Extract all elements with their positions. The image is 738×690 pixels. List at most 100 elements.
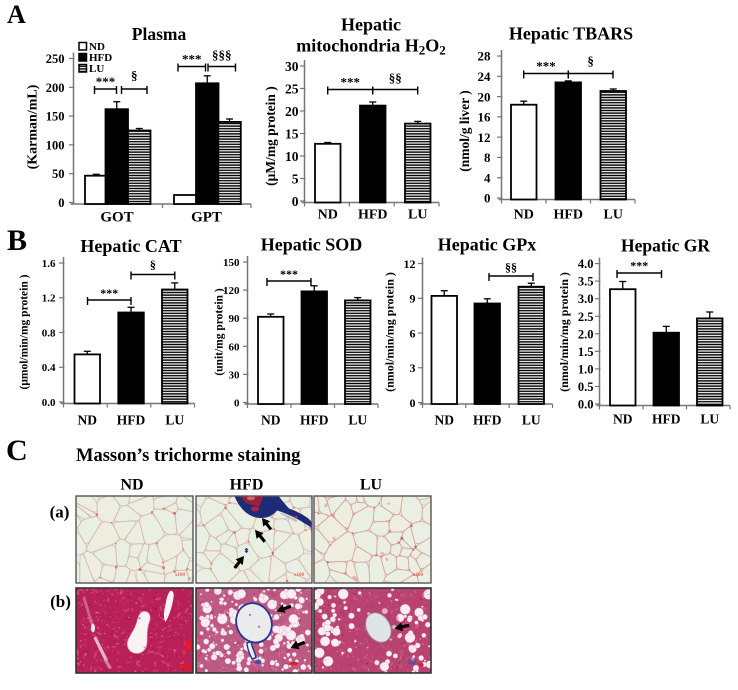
svg-text:(nmol/g liver ): (nmol/g liver ) — [457, 90, 472, 172]
svg-text:150: 150 — [223, 257, 240, 269]
svg-text:LU: LU — [360, 477, 383, 494]
svg-text:(unit/mg protein ): (unit/mg protein ) — [214, 288, 226, 375]
svg-text:10: 10 — [285, 149, 299, 164]
svg-text:28: 28 — [478, 49, 492, 64]
svg-text:C: C — [6, 434, 28, 467]
svg-text:LU: LU — [604, 208, 623, 223]
svg-text:1.5: 1.5 — [578, 345, 594, 359]
svg-text:9: 9 — [410, 292, 416, 306]
svg-text:Hepatic GPx: Hepatic GPx — [438, 235, 536, 255]
svg-text:30: 30 — [285, 59, 299, 74]
svg-text:HFD: HFD — [89, 52, 112, 64]
svg-text:(μmol/min/mg protein ): (μmol/min/mg protein ) — [19, 274, 31, 389]
svg-text:mitochondria H2O2: mitochondria H2O2 — [296, 36, 446, 58]
svg-text:ND: ND — [261, 413, 281, 428]
svg-text:***: *** — [340, 75, 360, 90]
svg-text:HFD: HFD — [117, 413, 146, 428]
svg-text:GOT: GOT — [100, 210, 133, 226]
svg-text:§§: §§ — [505, 260, 517, 274]
svg-text:GPT: GPT — [191, 210, 222, 226]
svg-text:20: 20 — [478, 89, 491, 104]
svg-text:(b): (b) — [50, 592, 71, 611]
svg-text:HFD: HFD — [652, 412, 681, 427]
svg-text:§: § — [131, 68, 138, 83]
svg-text:12: 12 — [404, 257, 416, 271]
svg-text:0: 0 — [410, 396, 416, 410]
svg-text:LU: LU — [700, 412, 719, 427]
svg-text:1.0: 1.0 — [578, 362, 594, 376]
svg-text:2.0: 2.0 — [578, 327, 594, 341]
svg-text:(nmol/min/mg protein ): (nmol/min/mg protein ) — [383, 272, 397, 392]
svg-text:25: 25 — [285, 81, 299, 96]
svg-text:Hepatic CAT: Hepatic CAT — [80, 236, 181, 256]
svg-text:0.0: 0.0 — [42, 397, 56, 409]
svg-text:LU: LU — [165, 413, 184, 428]
svg-text:Hepatic: Hepatic — [341, 15, 401, 35]
svg-text:0: 0 — [292, 194, 299, 209]
svg-text:1.2: 1.2 — [42, 293, 56, 305]
svg-text:ND: ND — [435, 413, 455, 428]
svg-text:x100: x100 — [413, 573, 424, 578]
svg-text:6: 6 — [410, 326, 416, 340]
svg-text:Hepatic TBARS: Hepatic TBARS — [509, 24, 633, 44]
svg-text:Masson’s trichorme staining: Masson’s trichorme staining — [76, 446, 301, 466]
svg-text:A: A — [7, 0, 26, 29]
svg-text:3.5: 3.5 — [578, 275, 594, 289]
svg-text:HFD: HFD — [553, 208, 583, 223]
svg-text:30: 30 — [229, 369, 241, 381]
svg-text:HFD: HFD — [358, 208, 388, 223]
svg-text:1.6: 1.6 — [42, 258, 56, 270]
svg-text:HFD: HFD — [300, 413, 329, 428]
svg-text:(nmol/min/mg protein ): (nmol/min/mg protein ) — [557, 272, 571, 392]
svg-text:***: *** — [630, 259, 648, 273]
svg-text:***: *** — [182, 52, 202, 67]
svg-text:ND: ND — [89, 41, 105, 53]
svg-text:0.0: 0.0 — [578, 398, 594, 412]
svg-text:§§§: §§§ — [212, 48, 232, 63]
svg-text:20: 20 — [285, 104, 299, 119]
svg-text:HFD: HFD — [473, 413, 502, 428]
svg-text:200: 200 — [46, 81, 65, 95]
svg-text:5: 5 — [292, 171, 299, 186]
svg-text:LU: LU — [408, 208, 427, 223]
svg-text:100: 100 — [46, 138, 65, 152]
svg-text:***: *** — [96, 74, 116, 89]
svg-text:0.4: 0.4 — [42, 362, 56, 374]
svg-text:ND: ND — [78, 413, 98, 428]
svg-text:2.5: 2.5 — [578, 310, 594, 324]
svg-text:(a): (a) — [50, 503, 70, 522]
svg-text:x100: x100 — [175, 573, 186, 578]
svg-text:Hepatic SOD: Hepatic SOD — [261, 235, 363, 255]
svg-text:HFD: HFD — [230, 477, 264, 494]
svg-text:(Karman/mL): (Karman/mL) — [26, 84, 41, 169]
svg-text:16: 16 — [478, 110, 492, 125]
svg-text:0: 0 — [234, 397, 240, 409]
svg-text:§§: §§ — [389, 71, 402, 86]
svg-text:(μM/mg protein ): (μM/mg protein ) — [263, 86, 278, 186]
svg-text:LU: LU — [522, 413, 541, 428]
svg-text:4: 4 — [484, 170, 491, 185]
svg-text:Plasma: Plasma — [132, 24, 187, 44]
svg-text:3: 3 — [410, 361, 416, 375]
svg-text:ND: ND — [318, 208, 338, 223]
svg-text:0: 0 — [484, 191, 491, 206]
svg-text:24: 24 — [478, 69, 492, 84]
svg-text:0.5: 0.5 — [578, 380, 594, 394]
svg-text:x100: x100 — [294, 573, 305, 578]
svg-text:ND: ND — [120, 477, 143, 494]
svg-text:90: 90 — [229, 313, 241, 325]
svg-text:***: *** — [280, 267, 298, 281]
svg-text:3.0: 3.0 — [578, 292, 594, 306]
svg-text:12: 12 — [478, 130, 491, 145]
svg-text:0.8: 0.8 — [42, 327, 56, 339]
svg-text:ND: ND — [514, 208, 534, 223]
svg-text:120: 120 — [223, 285, 240, 297]
svg-text:B: B — [7, 224, 27, 257]
svg-text:§: § — [150, 258, 156, 272]
svg-text:250: 250 — [46, 52, 65, 66]
svg-text:LU: LU — [89, 63, 104, 75]
svg-text:Hepatic GR: Hepatic GR — [621, 236, 710, 256]
svg-text:***: *** — [536, 59, 556, 74]
svg-text:0: 0 — [58, 196, 64, 210]
svg-text:4.0: 4.0 — [578, 257, 594, 271]
